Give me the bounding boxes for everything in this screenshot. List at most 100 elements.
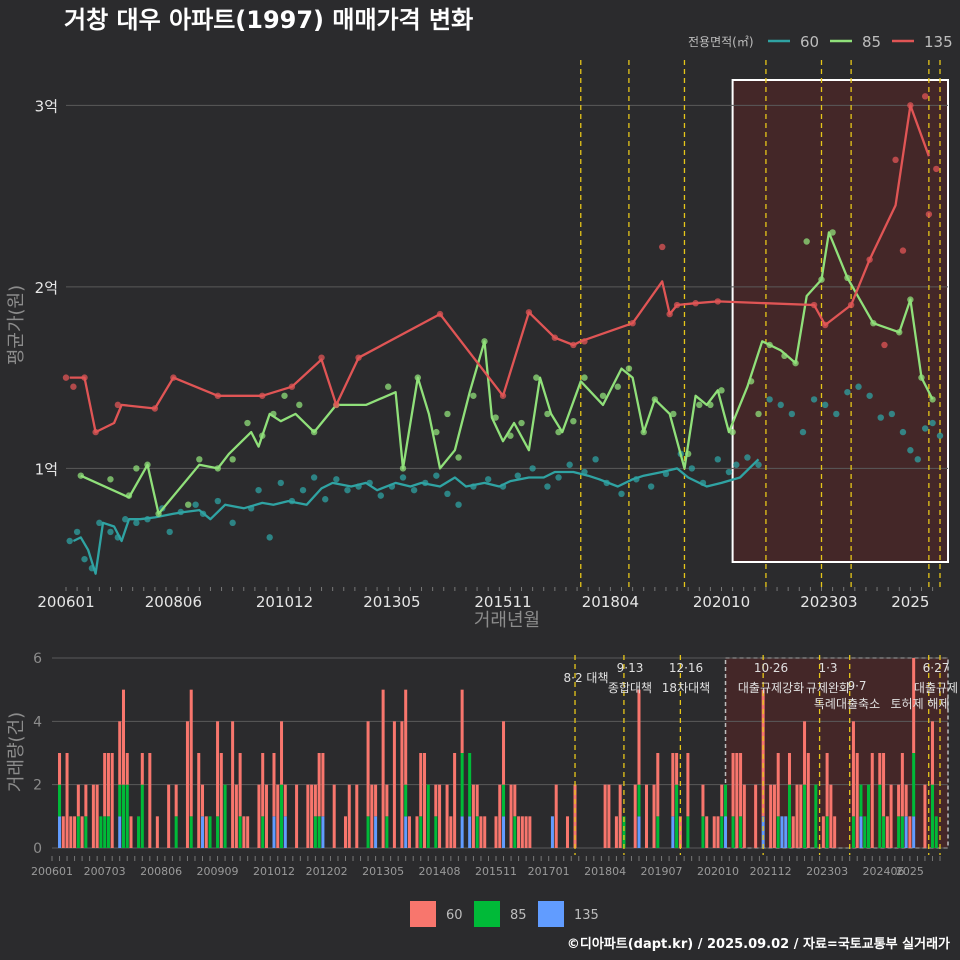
point-series-85 (625, 365, 633, 372)
point-series-60 (255, 486, 262, 494)
line-series-60 (72, 458, 760, 575)
volume-bar (724, 816, 728, 848)
volume-bar (739, 753, 743, 817)
volume-bar (426, 784, 430, 848)
volume-bar (449, 816, 453, 848)
point-series-60 (322, 496, 329, 503)
point-series-60 (433, 472, 440, 479)
volume-bar (438, 784, 442, 848)
volume-bar (58, 816, 62, 848)
volume-bar (498, 784, 502, 848)
point-series-85 (614, 383, 622, 390)
volume-bar (110, 753, 114, 848)
volume-bar (370, 784, 374, 848)
volume-bar (859, 816, 863, 848)
point-series-60 (66, 537, 73, 545)
point-series-60 (647, 483, 655, 490)
volume-bar (686, 753, 690, 817)
point-series-85 (581, 374, 588, 381)
event-label: 9·7 (847, 679, 866, 693)
x-tick-label: 201012 (253, 865, 295, 878)
point-series-60 (107, 528, 114, 536)
volume-bar (825, 753, 829, 817)
volume-bar (189, 689, 193, 817)
volume-bar (423, 753, 427, 848)
point-series-60 (921, 425, 929, 432)
line-series-135 (69, 104, 930, 434)
volume-bar (614, 816, 618, 848)
volume-bar (701, 784, 705, 817)
point-series-85 (296, 401, 303, 409)
volume-bar (272, 816, 276, 848)
volume-bar (550, 816, 554, 848)
volume-bar (867, 784, 871, 848)
volume-bar (201, 816, 205, 848)
point-series-85 (107, 476, 114, 483)
event-label: 특례대출축소 (814, 697, 880, 711)
point-series-60 (833, 410, 840, 418)
volume-bar (502, 816, 506, 848)
volume-bar (234, 784, 238, 848)
volume-bar (118, 816, 122, 848)
volume-bar (283, 816, 287, 848)
volume-bar (799, 784, 803, 848)
point-series-60 (744, 454, 751, 461)
volume-bar (513, 816, 517, 848)
x-tick-label: 201804 (584, 865, 626, 878)
point-series-60 (688, 465, 696, 472)
x-tick-label: 201511 (474, 593, 531, 611)
point-series-85 (433, 428, 440, 436)
x-tick-label: 200806 (140, 865, 182, 878)
volume-bar (829, 784, 833, 848)
point-series-60 (777, 401, 784, 409)
event-label: 규제완화 (806, 681, 850, 695)
volume-bar (445, 784, 449, 848)
point-series-60 (266, 534, 273, 541)
volume-bar (772, 784, 776, 848)
volume-bar (776, 816, 780, 848)
volume-bar (400, 721, 404, 848)
point-series-60 (714, 456, 721, 463)
legend-label: 85 (862, 33, 881, 51)
volume-bar (155, 816, 159, 848)
volume-bar (148, 753, 152, 848)
volume-bar (908, 816, 912, 848)
volume-bar (95, 784, 99, 848)
legend-label: 135 (574, 908, 599, 923)
event-label: 대출규제강화 (738, 681, 804, 695)
point-series-135 (62, 374, 70, 381)
volume-bar (261, 816, 265, 848)
volume-bar (517, 816, 521, 848)
volume-bar (99, 816, 103, 848)
x-tick-label: 2025 (896, 865, 924, 878)
volume-bar (238, 753, 242, 817)
volume-bar (806, 753, 810, 848)
point-series-60 (936, 432, 944, 439)
point-series-60 (484, 476, 492, 483)
volume-bar (167, 784, 171, 848)
volume-bar (675, 784, 679, 848)
legend-label: 135 (924, 33, 953, 51)
point-series-60 (821, 401, 829, 409)
volume-bar (276, 784, 280, 848)
volume-bar (720, 816, 724, 848)
point-series-60 (333, 476, 340, 483)
volume-bar (140, 753, 144, 785)
volume-bar (645, 784, 649, 848)
point-series-60 (592, 456, 599, 463)
volume-bar (825, 816, 829, 848)
legend-key-135 (538, 901, 564, 927)
volume-bar (912, 753, 916, 817)
volume-bar (407, 816, 411, 848)
volume-bar (366, 816, 370, 848)
volume-bar (565, 816, 569, 848)
event-label: 10·26 (754, 661, 788, 675)
point-series-85 (133, 465, 140, 472)
volume-bar (851, 721, 855, 817)
volume-bar (724, 784, 728, 817)
volume-bar (118, 721, 122, 785)
volume-bar (317, 753, 321, 817)
point-series-60 (855, 383, 862, 390)
volume-bar (554, 784, 558, 848)
